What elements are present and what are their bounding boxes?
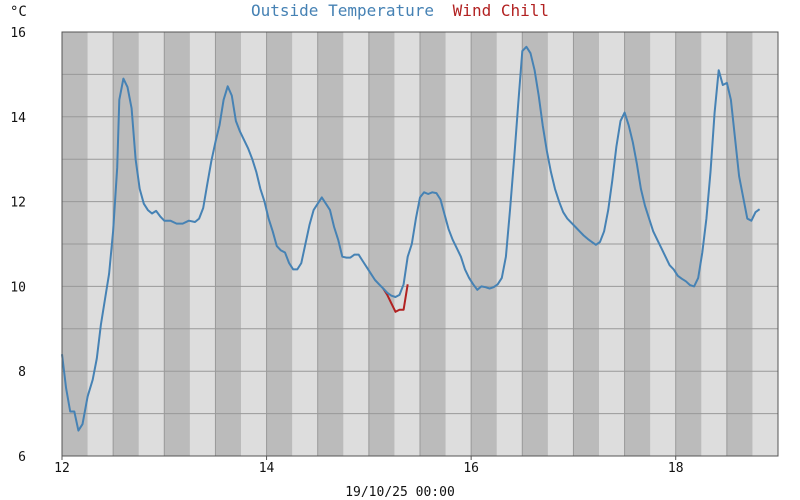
x-tick-label: 14 (259, 461, 275, 476)
x-tick-label: 12 (54, 461, 70, 476)
y-tick-label: 6 (18, 450, 26, 465)
series-line-wind-chill (382, 284, 409, 313)
x-tick-label: 16 (463, 461, 479, 476)
chart-title: Outside Temperature Wind Chill (251, 1, 549, 20)
y-tick-label: 12 (10, 196, 26, 211)
axes (61, 31, 779, 460)
y-tick-label: 8 (18, 365, 26, 380)
y-tick-label: 10 (10, 280, 26, 295)
series-line-outside-temperature (61, 45, 761, 432)
title-wind-chill: Wind Chill (453, 1, 549, 20)
timestamp-label: 19/10/25 00:00 (345, 485, 455, 500)
x-tick-label: 18 (668, 461, 684, 476)
title-outside-temperature: Outside Temperature (251, 1, 434, 20)
tick-labels: 6 8 10 12 14 16 12 14 16 18 (10, 26, 683, 476)
y-tick-label: 16 (10, 26, 26, 41)
plot-frame (61, 31, 779, 457)
y-unit-label: °C (10, 4, 27, 20)
y-tick-label: 14 (10, 111, 26, 126)
series-lines (61, 45, 761, 432)
